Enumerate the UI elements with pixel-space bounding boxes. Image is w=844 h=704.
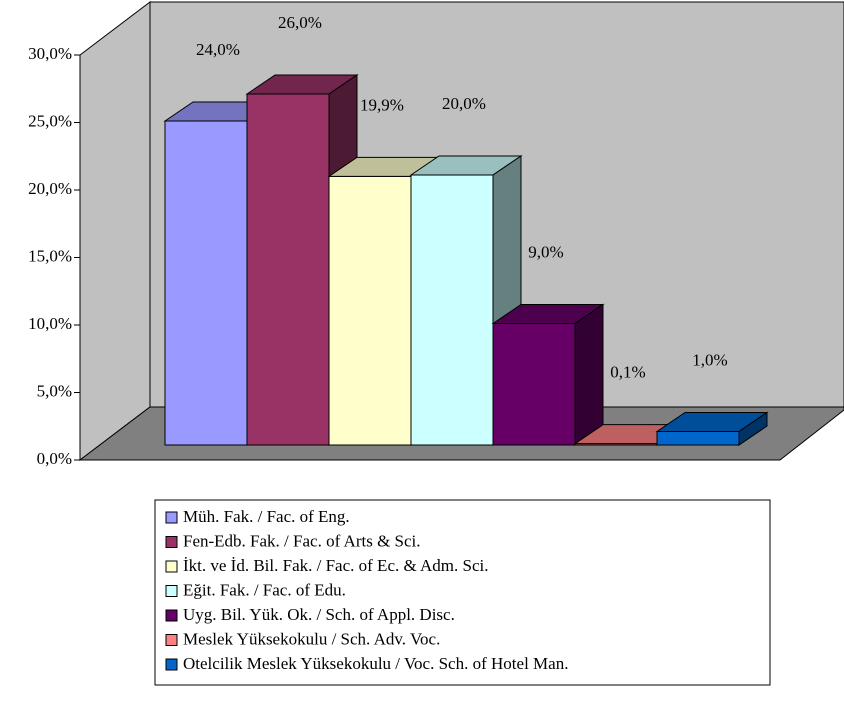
y-tick-label: 25,0% — [28, 111, 72, 130]
y-tick-label: 0,0% — [37, 449, 72, 468]
legend-label: Fen-Edb. Fak. / Fac. of Arts & Sci. — [183, 531, 421, 550]
legend-swatch — [165, 609, 178, 622]
legend-label: Meslek Yüksekokulu / Sch. Adv. Voc. — [183, 629, 440, 648]
bar-front — [246, 93, 330, 446]
y-tick-label: 20,0% — [28, 179, 72, 198]
y-tick-label: 5,0% — [37, 381, 72, 400]
legend-label: İkt. ve İd. Bil. Fak. / Fac. of Ec. & Ad… — [183, 556, 489, 575]
value-label: 9,0% — [528, 242, 563, 261]
legend-swatch — [165, 634, 178, 646]
value-label: 1,0% — [692, 350, 727, 369]
bar-front — [164, 120, 248, 446]
bar-front — [410, 174, 494, 446]
legend-swatch — [165, 560, 178, 573]
legend-label: Otelcilik Meslek Yüksekokulu / Voc. Sch.… — [183, 654, 568, 673]
legend-swatch — [165, 585, 178, 597]
legend-label: Eğit. Fak. / Fac. of Edu. — [183, 580, 346, 599]
legend-swatch — [165, 536, 178, 548]
side-wall — [79, 0, 151, 462]
legend-swatch — [165, 511, 178, 524]
bar-side — [574, 303, 604, 446]
value-label: 24,0% — [196, 40, 240, 59]
bar-front — [328, 175, 412, 446]
bar-side — [738, 411, 768, 446]
value-label: 19,9% — [360, 95, 404, 114]
bar-front — [656, 431, 740, 446]
y-tick-label: 10,0% — [28, 314, 72, 333]
y-tick-label: 30,0% — [28, 44, 72, 63]
legend-label: Müh. Fak. / Fac. of Eng. — [183, 507, 350, 526]
legend-box — [154, 499, 771, 686]
legend-swatch — [165, 658, 178, 671]
value-label: 0,1% — [610, 363, 645, 382]
value-label: 20,0% — [442, 94, 486, 113]
y-tick-label: 15,0% — [28, 246, 72, 265]
value-label: 26,0% — [278, 13, 322, 32]
legend-label: Uyg. Bil. Yük. Ok. / Sch. of Appl. Disc. — [183, 605, 455, 624]
bar-front — [492, 323, 576, 446]
